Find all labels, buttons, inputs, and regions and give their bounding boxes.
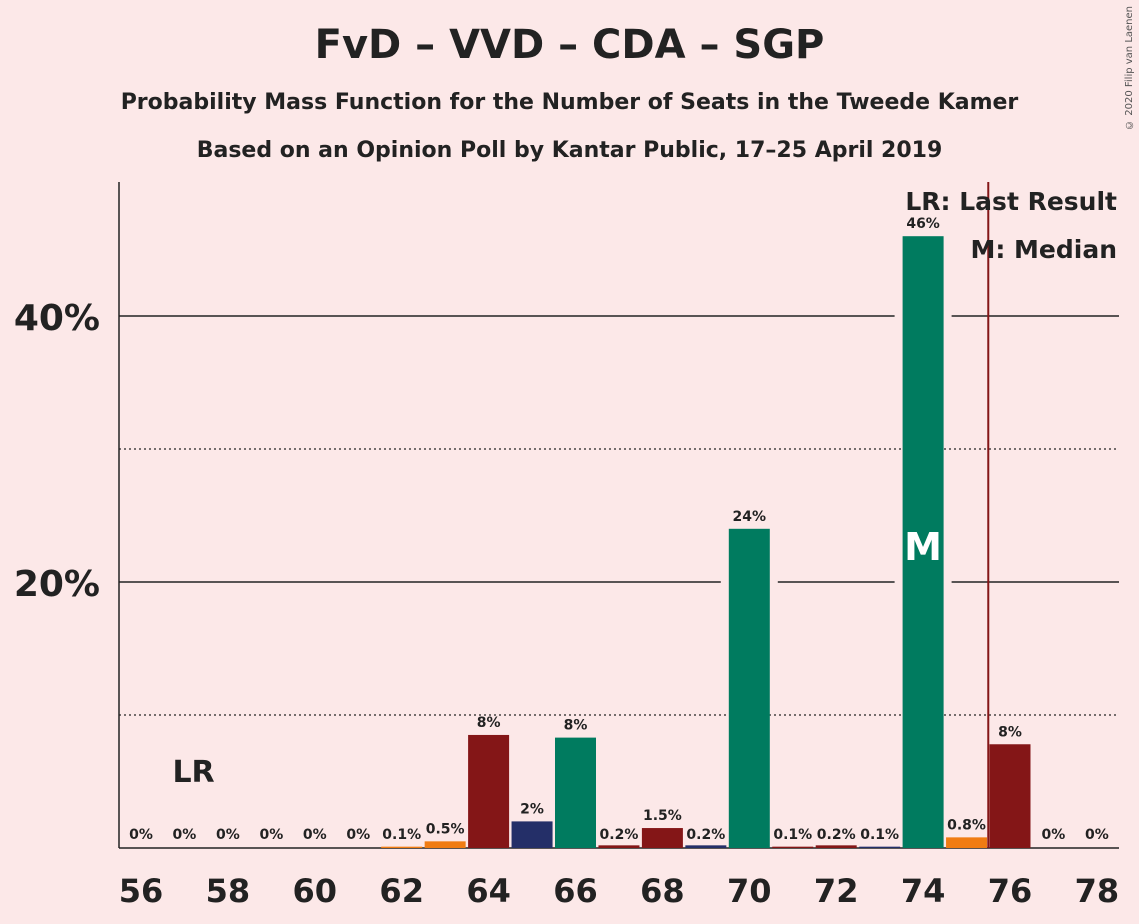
x-tick-label: 70 <box>727 872 772 910</box>
y-tick-label: 40% <box>14 298 100 339</box>
bar-value-label: 0.1% <box>773 827 812 843</box>
bar-seat-75 <box>946 837 988 848</box>
bar-value-label: 0% <box>259 827 283 843</box>
x-tick-label: 66 <box>553 872 598 910</box>
bar-seat-72 <box>815 845 857 848</box>
chart-subtitle-source: Based on an Opinion Poll by Kantar Publi… <box>196 138 943 163</box>
bar-seat-71 <box>772 846 814 848</box>
x-tick-label: 62 <box>379 872 424 910</box>
label-backdrop <box>904 216 942 233</box>
x-tick-label: 76 <box>988 872 1033 910</box>
x-tick-label: 58 <box>206 872 251 910</box>
bar-value-label: 0% <box>173 827 197 843</box>
bar-seat-74 <box>902 236 944 848</box>
bar-value-label: 0.1% <box>382 827 421 843</box>
chart-title: FvD – VVD – CDA – SGP <box>314 22 825 68</box>
legend-median: M: Median <box>970 235 1117 264</box>
bar-value-label: 2% <box>520 801 544 817</box>
x-tick-label: 64 <box>466 872 511 910</box>
bar-value-label: 1.5% <box>643 808 682 824</box>
bar-seat-63 <box>424 841 466 848</box>
bar-seat-68 <box>641 828 683 848</box>
bar-value-label: 8% <box>477 715 501 731</box>
bar-value-label: 0.1% <box>860 827 899 843</box>
x-tick-label: 74 <box>901 872 946 910</box>
last-result-marker: LR <box>172 755 214 790</box>
bar-value-label: 0% <box>346 827 370 843</box>
bar-value-label: 0.5% <box>426 821 465 837</box>
bar-seat-70 <box>728 528 770 848</box>
median-marker: M <box>904 525 942 569</box>
legend-last-result: LR: Last Result <box>905 187 1117 216</box>
bar-value-label: 8% <box>564 718 588 734</box>
label-backdrop <box>730 508 769 525</box>
x-tick-label: 68 <box>640 872 685 910</box>
x-tick-label: 78 <box>1075 872 1120 910</box>
bar-value-label: 0.2% <box>817 827 856 843</box>
bar-value-label: 46% <box>906 216 940 232</box>
bar-value-label: 0.8% <box>947 817 986 833</box>
x-tick-label: 60 <box>293 872 338 910</box>
bar-seat-64 <box>468 734 510 848</box>
bar-value-label: 24% <box>733 509 767 525</box>
bar-seat-73 <box>859 846 901 848</box>
bar-value-label: 0% <box>1085 827 1109 843</box>
x-tick-label: 56 <box>119 872 164 910</box>
bar-value-label: 0.2% <box>686 827 725 843</box>
bar-value-label: 0% <box>303 827 327 843</box>
y-tick-label: 20% <box>14 564 100 605</box>
bar-value-label: 0.2% <box>600 827 639 843</box>
bar-seat-65 <box>511 821 553 848</box>
bar-value-label: 0% <box>216 827 240 843</box>
bar-seat-76 <box>989 744 1031 848</box>
bar-seat-67 <box>598 845 640 848</box>
bar-value-label: 0% <box>1042 827 1066 843</box>
bar-seat-62 <box>381 846 423 848</box>
bar-seat-66 <box>555 737 596 848</box>
bar-seat-69 <box>685 845 727 848</box>
chart-subtitle: Probability Mass Function for the Number… <box>120 90 1019 115</box>
x-tick-label: 72 <box>814 872 859 910</box>
bar-value-label: 0% <box>129 827 153 843</box>
bar-value-label: 8% <box>998 724 1022 740</box>
